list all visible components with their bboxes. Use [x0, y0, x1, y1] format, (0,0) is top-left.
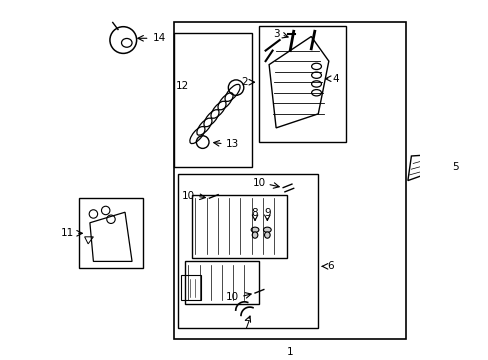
Text: 8: 8: [251, 208, 258, 218]
Bar: [174, 33, 251, 167]
Text: 10: 10: [225, 292, 239, 302]
Ellipse shape: [251, 227, 258, 233]
Text: 2: 2: [241, 77, 247, 87]
Text: 5: 5: [451, 162, 458, 172]
Text: 11: 11: [61, 228, 74, 238]
Text: 9: 9: [264, 208, 270, 218]
Text: 1: 1: [286, 347, 293, 357]
Text: 13: 13: [225, 139, 238, 149]
Text: 6: 6: [326, 261, 333, 271]
Text: 10: 10: [182, 191, 195, 201]
Text: 10: 10: [252, 179, 265, 188]
Text: 4: 4: [332, 74, 338, 84]
Ellipse shape: [263, 227, 271, 233]
Text: 7: 7: [243, 320, 249, 330]
Bar: [258, 26, 346, 142]
Text: 12: 12: [176, 81, 189, 91]
Bar: [174, 22, 406, 339]
Ellipse shape: [264, 232, 269, 238]
Text: 14: 14: [153, 33, 166, 43]
Text: 3: 3: [272, 29, 279, 39]
Bar: [79, 198, 142, 269]
Ellipse shape: [252, 232, 257, 238]
Bar: [177, 174, 318, 328]
